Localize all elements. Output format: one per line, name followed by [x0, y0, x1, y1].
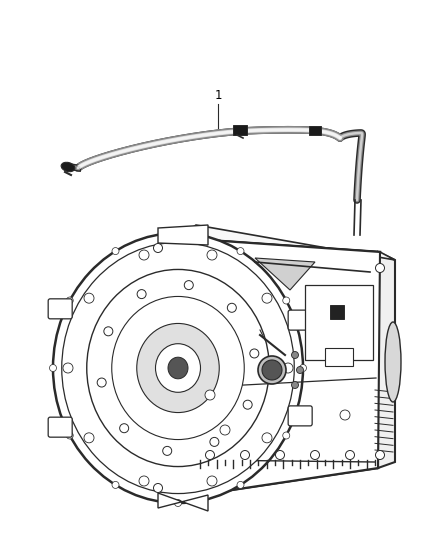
- FancyBboxPatch shape: [309, 126, 321, 135]
- Ellipse shape: [84, 433, 94, 443]
- Ellipse shape: [205, 390, 215, 400]
- Ellipse shape: [262, 433, 272, 443]
- Ellipse shape: [120, 424, 129, 433]
- Ellipse shape: [262, 293, 272, 303]
- Ellipse shape: [243, 400, 252, 409]
- Ellipse shape: [220, 425, 230, 435]
- Ellipse shape: [227, 303, 237, 312]
- Ellipse shape: [137, 289, 146, 298]
- Ellipse shape: [112, 481, 119, 488]
- Ellipse shape: [237, 248, 244, 255]
- Ellipse shape: [87, 270, 269, 466]
- Ellipse shape: [237, 481, 244, 488]
- Ellipse shape: [97, 378, 106, 387]
- Ellipse shape: [340, 410, 350, 420]
- Ellipse shape: [104, 327, 113, 336]
- Ellipse shape: [375, 450, 385, 459]
- Ellipse shape: [385, 322, 401, 402]
- Ellipse shape: [66, 432, 73, 439]
- Ellipse shape: [375, 263, 385, 272]
- FancyBboxPatch shape: [288, 310, 312, 330]
- Ellipse shape: [61, 162, 75, 172]
- Ellipse shape: [162, 446, 172, 455]
- Polygon shape: [158, 493, 208, 511]
- Ellipse shape: [112, 248, 119, 255]
- Ellipse shape: [49, 365, 57, 372]
- Ellipse shape: [262, 360, 282, 380]
- Ellipse shape: [153, 244, 162, 253]
- Ellipse shape: [174, 230, 181, 237]
- Polygon shape: [178, 238, 380, 498]
- FancyBboxPatch shape: [233, 125, 247, 135]
- Ellipse shape: [292, 351, 299, 359]
- Ellipse shape: [311, 450, 319, 459]
- FancyBboxPatch shape: [48, 417, 72, 437]
- Ellipse shape: [168, 357, 188, 379]
- Polygon shape: [255, 258, 315, 290]
- Ellipse shape: [276, 450, 285, 459]
- Ellipse shape: [153, 483, 162, 492]
- Ellipse shape: [53, 233, 303, 503]
- Ellipse shape: [283, 432, 290, 439]
- Ellipse shape: [297, 367, 304, 374]
- Polygon shape: [378, 252, 395, 468]
- Text: 1: 1: [214, 89, 222, 102]
- Ellipse shape: [63, 363, 73, 373]
- FancyBboxPatch shape: [325, 348, 353, 366]
- Ellipse shape: [283, 363, 293, 373]
- Polygon shape: [178, 225, 395, 260]
- FancyBboxPatch shape: [330, 305, 344, 319]
- Ellipse shape: [292, 382, 299, 389]
- Ellipse shape: [300, 365, 307, 372]
- Ellipse shape: [155, 344, 201, 392]
- Ellipse shape: [137, 324, 219, 413]
- FancyBboxPatch shape: [288, 406, 312, 426]
- Ellipse shape: [283, 297, 290, 304]
- Ellipse shape: [346, 450, 354, 459]
- Ellipse shape: [258, 356, 286, 384]
- Ellipse shape: [207, 250, 217, 260]
- Polygon shape: [158, 225, 208, 245]
- Ellipse shape: [210, 438, 219, 447]
- Ellipse shape: [205, 450, 215, 459]
- Ellipse shape: [112, 296, 244, 440]
- Ellipse shape: [62, 243, 294, 494]
- Ellipse shape: [84, 293, 94, 303]
- Ellipse shape: [250, 349, 259, 358]
- Ellipse shape: [139, 250, 149, 260]
- Ellipse shape: [174, 499, 181, 506]
- Ellipse shape: [66, 297, 73, 304]
- FancyBboxPatch shape: [48, 299, 72, 319]
- Ellipse shape: [240, 450, 250, 459]
- Ellipse shape: [139, 476, 149, 486]
- FancyBboxPatch shape: [305, 285, 373, 360]
- Ellipse shape: [184, 280, 193, 289]
- Ellipse shape: [207, 476, 217, 486]
